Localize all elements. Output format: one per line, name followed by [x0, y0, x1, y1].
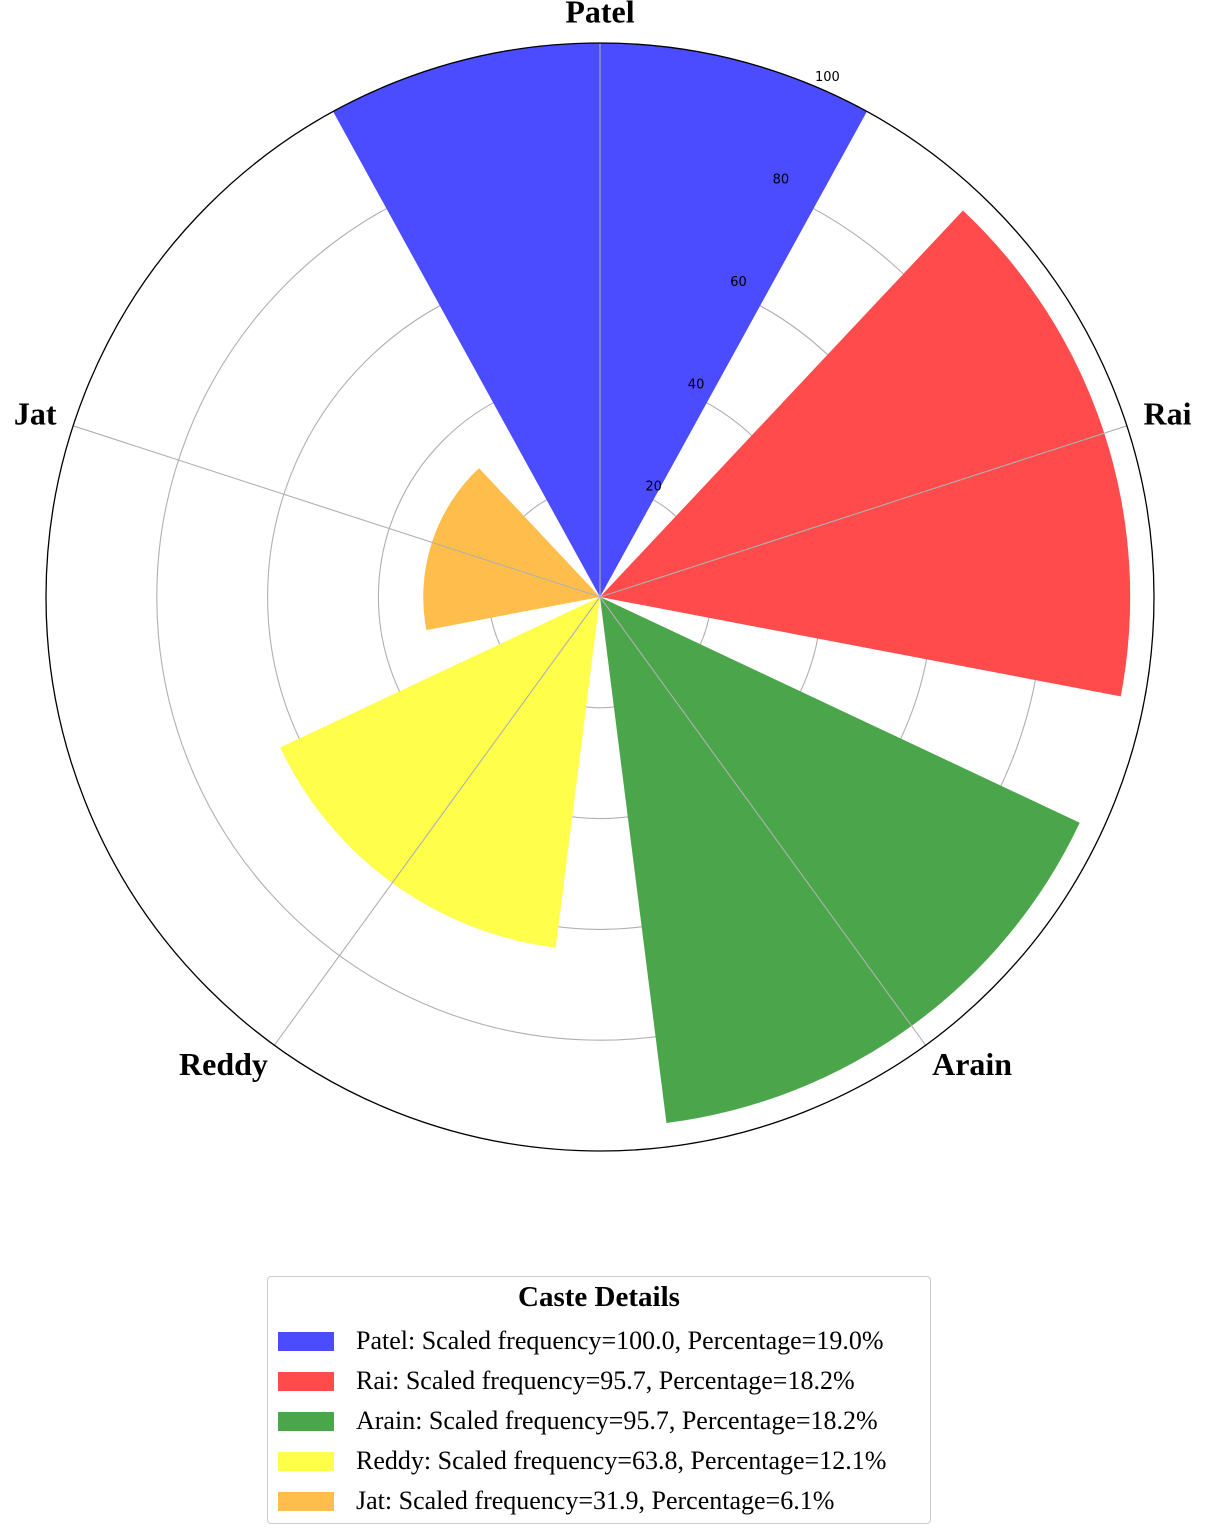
legend-label-rai: Rai: Scaled frequency=95.7, Percentage=1… [356, 1366, 855, 1395]
legend-item-rai: Rai: Scaled frequency=95.7, Percentage=1… [278, 1363, 855, 1399]
legend-label-arain: Arain: Scaled frequency=95.7, Percentage… [356, 1406, 878, 1435]
legend-item-patel: Patel: Scaled frequency=100.0, Percentag… [278, 1323, 883, 1359]
bars [280, 42, 1131, 1123]
category-label-patel: Patel [565, 0, 634, 29]
legend-swatch-reddy [278, 1451, 334, 1471]
radial-tick-60: 60 [730, 275, 747, 290]
legend-item-arain: Arain: Scaled frequency=95.7, Percentage… [278, 1403, 878, 1439]
category-label-arain: Arain [932, 1046, 1012, 1082]
legend-item-jat: Jat: Scaled frequency=31.9, Percentage=6… [278, 1483, 834, 1519]
angular-gridlines [72, 43, 1128, 1046]
category-label-jat: Jat [14, 395, 57, 431]
spoke-rai [599, 425, 1128, 598]
bar-reddy [280, 597, 600, 948]
spoke-reddy [273, 596, 601, 1046]
radial-tick-40: 40 [688, 377, 705, 392]
category-labels: Patel Rai Arain Reddy Jat [14, 0, 1192, 1082]
legend-swatch-jat [278, 1491, 334, 1511]
legend-label-jat: Jat: Scaled frequency=31.9, Percentage=6… [356, 1486, 835, 1515]
legend-swatch-patel [278, 1331, 334, 1351]
legend: Caste Details Patel: Scaled frequency=10… [267, 1276, 931, 1524]
radial-tick-labels: 20 40 60 80 100 [645, 70, 839, 494]
bar-arain [600, 597, 1080, 1123]
radial-tick-80: 80 [773, 173, 790, 188]
radial-tick-100: 100 [815, 70, 840, 85]
spoke-jat [72, 425, 601, 598]
legend-title: Caste Details [518, 1281, 680, 1313]
legend-item-reddy: Reddy: Scaled frequency=63.8, Percentage… [278, 1443, 886, 1479]
radial-tick-20: 20 [645, 480, 662, 495]
legend-swatch-rai [278, 1371, 334, 1391]
category-label-reddy: Reddy [179, 1046, 268, 1082]
legend-swatch-arain [278, 1411, 334, 1431]
legend-label-patel: Patel: Scaled frequency=100.0, Percentag… [356, 1326, 884, 1355]
spoke-arain [599, 596, 927, 1046]
outer-frame-circle [45, 42, 1155, 1152]
bar-rai [600, 210, 1131, 697]
bar-jat [423, 468, 600, 631]
category-label-rai: Rai [1144, 395, 1192, 431]
polar-bar-chart: 20 40 60 80 100 Patel Rai Arain Reddy Jat [14, 0, 1192, 1152]
legend-label-reddy: Reddy: Scaled frequency=63.8, Percentage… [356, 1446, 887, 1475]
